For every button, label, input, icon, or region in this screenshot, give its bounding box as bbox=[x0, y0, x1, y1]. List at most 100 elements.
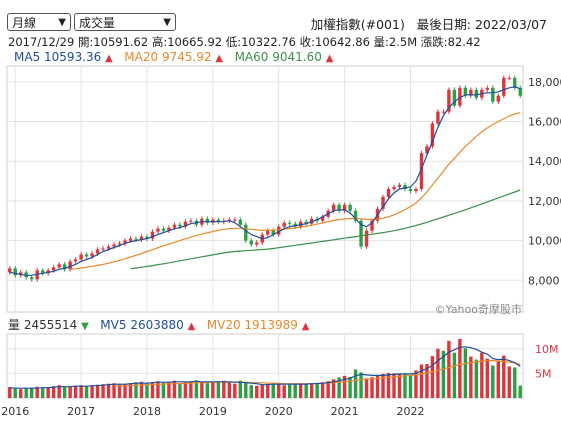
volume-bar bbox=[145, 383, 149, 398]
period-select[interactable]: 月線 ▼ bbox=[7, 13, 71, 31]
volume-bar bbox=[342, 375, 347, 398]
candle-body bbox=[216, 219, 221, 222]
volume-bar bbox=[134, 382, 138, 398]
ma60-line bbox=[130, 189, 521, 270]
price-tick-label: 14,000 bbox=[528, 155, 561, 168]
candle-body bbox=[419, 153, 424, 189]
volume-bar bbox=[227, 382, 232, 398]
volume-bar bbox=[513, 367, 517, 398]
price-tick-label: 12,000 bbox=[528, 195, 561, 208]
volume-label: 量 bbox=[8, 318, 21, 332]
volume-tick-label: 5M bbox=[535, 367, 552, 380]
candle-body bbox=[271, 230, 275, 235]
candle-body bbox=[430, 123, 435, 147]
candle-body bbox=[463, 87, 468, 96]
x-tick-label: 2022 bbox=[396, 405, 424, 418]
volume-bar bbox=[375, 375, 380, 398]
volume-bar bbox=[408, 375, 413, 398]
candle-body bbox=[304, 221, 308, 224]
volume-bar bbox=[68, 386, 72, 398]
candle-body bbox=[128, 238, 133, 241]
volume-panel-frame bbox=[6, 333, 524, 399]
candle-body bbox=[331, 204, 336, 211]
ma60-value: 9041.60 bbox=[272, 50, 322, 64]
volume-bar bbox=[84, 386, 89, 398]
candle-body bbox=[359, 220, 363, 247]
candle-body bbox=[288, 222, 292, 224]
volume-bar bbox=[233, 383, 237, 398]
candle-body bbox=[112, 244, 116, 247]
volume-bar bbox=[315, 382, 319, 398]
ma20-legend: MA20 9745.92 bbox=[124, 50, 211, 64]
candle-body bbox=[183, 221, 188, 227]
candle-body bbox=[51, 267, 56, 271]
volume-legend-item: 量 2455514 bbox=[8, 318, 77, 332]
candle-body bbox=[507, 77, 511, 79]
candle-body bbox=[205, 218, 210, 223]
mv5-value: 2603880 bbox=[130, 318, 184, 332]
volume-bar bbox=[19, 389, 23, 398]
x-tick-label: 2021 bbox=[331, 405, 359, 418]
candle-body bbox=[101, 248, 105, 250]
volume-bar bbox=[216, 381, 221, 398]
indicator-select[interactable]: 成交量 ▼ bbox=[74, 13, 176, 31]
volume-bar bbox=[238, 380, 242, 398]
candle-body bbox=[485, 87, 490, 90]
price-tick-label: 8,000 bbox=[528, 274, 560, 287]
last-date-label: 最後日期: bbox=[416, 17, 471, 32]
volume-bar bbox=[24, 388, 28, 398]
volume-bar bbox=[112, 383, 116, 398]
candle-body bbox=[30, 277, 34, 280]
last-date: 2022/03/07 bbox=[474, 17, 547, 32]
candle-body bbox=[156, 228, 160, 232]
volume-bar bbox=[447, 340, 451, 398]
volume-bar bbox=[205, 383, 210, 398]
volume-bar bbox=[211, 382, 215, 398]
volume-bar bbox=[419, 364, 424, 398]
volume-bar bbox=[282, 385, 286, 398]
candle-body bbox=[167, 227, 171, 231]
volume-bar bbox=[309, 383, 314, 398]
volume-bar bbox=[90, 385, 94, 398]
candle-body bbox=[79, 254, 83, 260]
volume-bar bbox=[249, 385, 253, 398]
volume-bar bbox=[51, 386, 56, 398]
ma5-legend: MA5 10593.36 bbox=[14, 50, 101, 64]
mv5-legend: MV5 2603880 bbox=[100, 318, 183, 332]
candle-body bbox=[513, 77, 517, 88]
volume-bar bbox=[139, 381, 144, 398]
x-tick-label: 2020 bbox=[265, 405, 293, 418]
volume-bar bbox=[397, 374, 402, 398]
candle-body bbox=[266, 230, 270, 235]
candle-body bbox=[408, 189, 413, 191]
watermark: ©Yahoo奇摩股市 bbox=[435, 302, 522, 316]
mv20-trend-icon: ▲ bbox=[301, 321, 310, 332]
ma5-trend-icon: ▲ bbox=[105, 53, 113, 64]
candle-body bbox=[502, 77, 506, 96]
candle-body bbox=[238, 219, 242, 225]
candle-body bbox=[233, 219, 237, 221]
candle-body bbox=[68, 261, 72, 270]
volume-bar bbox=[156, 381, 160, 398]
ma20-value: 9745.92 bbox=[161, 50, 212, 64]
volume-bar bbox=[370, 377, 374, 398]
volume-bar bbox=[255, 385, 259, 398]
volume-tick-label: 10M bbox=[535, 343, 559, 356]
volume-bar bbox=[331, 379, 336, 398]
price-legend: MA5 10593.36 ▲ MA20 9745.92 ▲ MA60 9041.… bbox=[14, 50, 333, 64]
ma20-trend-icon: ▲ bbox=[215, 53, 224, 64]
volume-bar bbox=[414, 370, 418, 398]
volume-trend-icon: ▼ bbox=[81, 321, 89, 332]
candle-body bbox=[348, 204, 352, 211]
x-tick-label: 2016 bbox=[1, 405, 29, 418]
volume-bar bbox=[353, 369, 358, 398]
candle-body bbox=[392, 187, 396, 189]
volume-bar bbox=[430, 356, 435, 398]
candle-body bbox=[386, 189, 391, 197]
ohlc-info: 2017/12/29 開:10591.62 高:10665.92 低:10322… bbox=[8, 35, 481, 49]
candle-body bbox=[90, 253, 94, 257]
ma20-label: MA20 bbox=[124, 50, 159, 64]
volume-bar bbox=[403, 373, 407, 398]
volume-bar bbox=[485, 358, 490, 398]
